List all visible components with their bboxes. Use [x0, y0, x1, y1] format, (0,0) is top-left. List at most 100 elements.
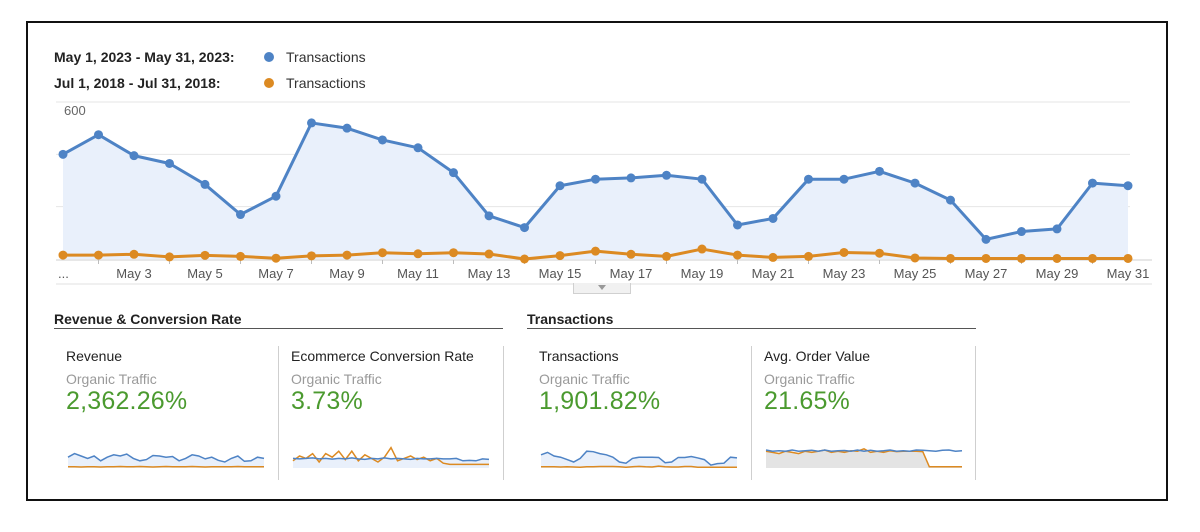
data-point-current	[946, 195, 955, 205]
section-title-revenue-conversion: Revenue & Conversion Rate	[54, 311, 242, 327]
data-point-current	[58, 149, 68, 159]
y-tick-label: 600	[64, 103, 86, 118]
data-point-previous	[484, 249, 494, 259]
data-point-current	[129, 151, 139, 161]
sparkline-current	[67, 452, 265, 463]
scorecard-title: Transactions	[539, 348, 619, 364]
data-point-current	[697, 174, 707, 184]
data-point-current	[307, 118, 316, 128]
data-point-current	[271, 191, 281, 201]
chart-collapse-toggle[interactable]	[573, 283, 631, 294]
data-point-previous	[733, 250, 742, 260]
chevron-down-icon	[598, 285, 606, 290]
x-tick-label: May 29	[1036, 266, 1079, 281]
data-point-current	[413, 143, 423, 153]
scorecard-avg-order-value[interactable]: Avg. Order Value Organic Traffic 21.65%	[764, 346, 976, 480]
scorecard-title: Revenue	[66, 348, 123, 364]
x-tick-label: May 27	[965, 266, 1008, 281]
data-point-previous	[1052, 253, 1062, 263]
scorecard-revenue[interactable]: Revenue Organic Traffic 2,362.26%	[66, 346, 278, 480]
data-point-previous	[165, 252, 174, 262]
data-point-previous	[839, 247, 849, 257]
x-tick-label: May 7	[258, 266, 293, 281]
data-point-previous	[662, 251, 671, 261]
data-point-current	[94, 130, 103, 140]
data-point-current	[165, 158, 174, 168]
data-point-current	[200, 179, 210, 189]
data-point-current	[342, 123, 352, 133]
data-point-previous	[94, 250, 103, 260]
x-tick-label: May 9	[329, 266, 364, 281]
scorecard-segment: Organic Traffic	[291, 371, 382, 387]
data-point-previous	[413, 249, 423, 259]
data-point-previous	[520, 254, 529, 264]
data-point-previous	[58, 250, 68, 260]
sparkline-avg-order-value	[765, 447, 963, 468]
card-divider	[975, 346, 976, 480]
x-tick-label: May 13	[468, 266, 511, 281]
data-point-current	[875, 166, 884, 176]
data-point-previous	[875, 248, 884, 258]
data-point-current	[1052, 224, 1062, 234]
chart-legend: May 1, 2023 - May 31, 2023: Transactions…	[54, 44, 366, 96]
data-point-previous	[342, 250, 352, 260]
x-tick-label: May 11	[397, 266, 439, 281]
legend-metric: Transactions	[286, 75, 366, 91]
sparkline-previous	[292, 446, 489, 466]
data-point-previous	[591, 246, 600, 256]
data-point-current	[626, 173, 636, 183]
sparkline-revenue	[67, 452, 265, 468]
data-point-current	[910, 178, 920, 188]
x-tick-label: May 23	[823, 266, 866, 281]
x-tick-label: May 17	[610, 266, 653, 281]
x-tick-label: May 15	[539, 266, 582, 281]
scorecard-segment: Organic Traffic	[66, 371, 157, 387]
data-point-previous	[555, 251, 565, 261]
data-point-current	[733, 220, 742, 230]
data-point-previous	[946, 253, 955, 263]
scorecard-value: 3.73%	[291, 387, 363, 415]
scorecard-transactions[interactable]: Transactions Organic Traffic 1,901.82%	[539, 346, 751, 480]
data-point-previous	[200, 250, 210, 260]
x-tick-label: ...	[58, 266, 69, 281]
data-point-previous	[1088, 253, 1097, 263]
legend-entry-previous[interactable]: Jul 1, 2018 - Jul 31, 2018: Transactions	[54, 70, 366, 96]
legend-dot-icon	[264, 52, 274, 62]
data-point-current	[1017, 227, 1026, 237]
data-point-previous	[1017, 253, 1026, 263]
legend-period: May 1, 2023 - May 31, 2023:	[54, 49, 235, 65]
sparkline-previous	[765, 447, 962, 468]
legend-period: Jul 1, 2018 - Jul 31, 2018:	[54, 75, 221, 91]
section-title-transactions: Transactions	[527, 311, 614, 327]
sparkline-current	[540, 450, 738, 466]
legend-entry-current[interactable]: May 1, 2023 - May 31, 2023: Transactions	[54, 44, 366, 70]
legend-metric: Transactions	[286, 49, 366, 65]
x-tick-label: May 19	[681, 266, 724, 281]
data-point-previous	[449, 248, 458, 258]
scorecard-segment: Organic Traffic	[539, 371, 630, 387]
data-point-previous	[1123, 253, 1133, 263]
data-point-previous	[271, 253, 281, 263]
sparkline-current	[292, 457, 490, 462]
data-point-previous	[768, 252, 778, 262]
data-point-previous	[981, 253, 991, 263]
scorecard-value: 1,901.82%	[539, 387, 661, 415]
legend-dot-icon	[264, 78, 274, 88]
x-tick-label: May 3	[116, 266, 151, 281]
sparkline-transactions	[540, 450, 738, 469]
scorecard-value: 21.65%	[764, 387, 850, 415]
scorecard-value: 2,362.26%	[66, 387, 188, 415]
scorecard-segment: Organic Traffic	[764, 371, 855, 387]
sparkline-area	[766, 448, 962, 468]
data-point-previous	[307, 251, 316, 261]
data-point-previous	[804, 251, 813, 261]
data-point-current	[1088, 178, 1097, 188]
scorecard-title: Ecommerce Conversion Rate	[291, 348, 474, 364]
data-point-current	[1123, 181, 1133, 191]
sparkline-current	[765, 449, 963, 452]
data-point-current	[555, 181, 565, 191]
card-divider	[278, 346, 279, 480]
scorecard-title: Avg. Order Value	[764, 348, 871, 364]
scorecard-ecommerce-conversion-rate[interactable]: Ecommerce Conversion Rate Organic Traffi…	[291, 346, 503, 480]
